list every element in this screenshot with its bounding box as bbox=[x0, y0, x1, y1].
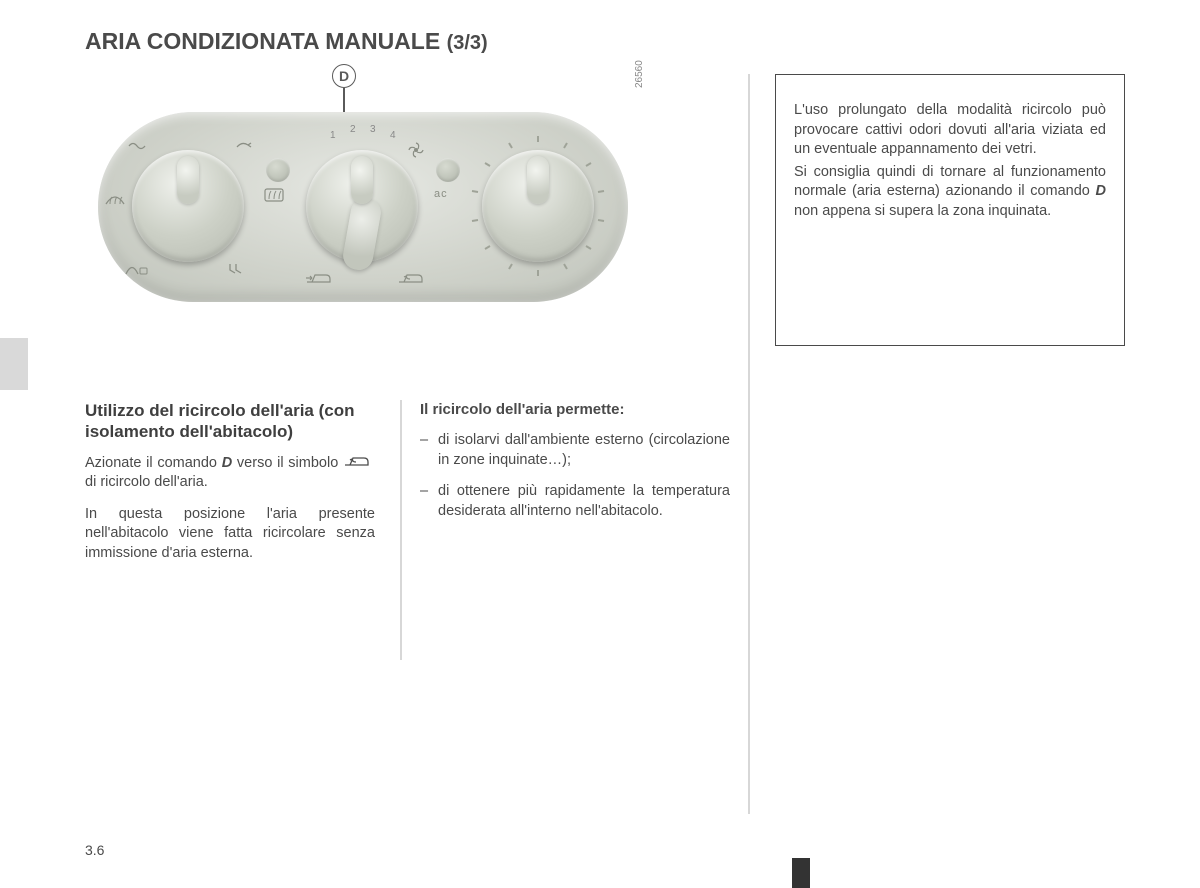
box-p1: L'uso prolungato della modalità ricircol… bbox=[794, 101, 1106, 160]
callout-d: D bbox=[332, 64, 356, 118]
page-title: ARIA CONDIZIONATA MANUALE (3/3) bbox=[85, 28, 488, 55]
recirculation-icon bbox=[398, 270, 424, 287]
column-2: Il ricircolo dell'aria permette: di isol… bbox=[420, 400, 730, 534]
fresh-air-icon bbox=[306, 270, 332, 287]
temp-dial-ticks bbox=[468, 136, 608, 276]
col2-li1: di isolarvi dall'ambiente esterno (circo… bbox=[420, 431, 730, 470]
ac-label: ac bbox=[434, 188, 448, 200]
col1-p2: In questa posizione l'aria presente nell… bbox=[85, 505, 375, 564]
fan-tick-2: 2 bbox=[350, 124, 356, 135]
col1-p1: Azionate il comando D verso il simbolo d… bbox=[85, 453, 375, 493]
col2-list: di isolarvi dall'ambiente esterno (circo… bbox=[420, 431, 730, 521]
title-main: ARIA CONDIZIONATA MANUALE bbox=[85, 28, 447, 54]
indicator-led-left bbox=[266, 158, 290, 182]
fan-tick-4: 4 bbox=[390, 130, 396, 141]
airflow-face-feet-icon bbox=[128, 140, 146, 155]
air-distribution-knob bbox=[132, 150, 244, 262]
airflow-feet-icon bbox=[228, 262, 246, 277]
title-sub: (3/3) bbox=[447, 32, 488, 54]
col1-p1c: verso il simbolo bbox=[232, 455, 343, 471]
fan-icon bbox=[408, 142, 424, 161]
column-separator-2 bbox=[748, 74, 750, 814]
col1-p1d: di ricircolo dell'aria. bbox=[85, 474, 208, 490]
col2-li2: di ottenere più rapidamente la temperatu… bbox=[420, 482, 730, 521]
col1-p1a: Azionate il comando bbox=[85, 455, 222, 471]
fan-tick-1: 1 bbox=[330, 130, 336, 141]
box-p2c: non appena si supera la zona inquinata. bbox=[794, 203, 1051, 219]
callout-d-label: D bbox=[332, 64, 356, 88]
box-p2: Si consiglia quindi di tornare al funzio… bbox=[794, 163, 1106, 222]
recirc-inline-icon bbox=[343, 453, 371, 474]
box-p2a: Si consiglia quindi di tornare al funzio… bbox=[794, 164, 1106, 200]
indicator-led-right bbox=[436, 158, 460, 182]
defrost-all-icon bbox=[124, 262, 148, 279]
col2-heading: Il ricircolo dell'aria permette: bbox=[420, 400, 730, 420]
figure-ref: 26560 bbox=[634, 60, 645, 88]
defrost-windshield-icon bbox=[104, 192, 126, 209]
page-number: 3.6 bbox=[85, 842, 104, 858]
fan-speed-knob bbox=[306, 150, 418, 262]
info-box: L'uso prolungato della modalità ricircol… bbox=[775, 74, 1125, 346]
col1-heading: Utilizzo del ricircolo dell'aria (con is… bbox=[85, 400, 375, 443]
col1-p1b: D bbox=[222, 455, 232, 471]
corner-mark bbox=[792, 858, 810, 888]
airflow-face-icon bbox=[236, 140, 252, 155]
hvac-panel: 1 2 3 4 ac bbox=[98, 112, 628, 302]
rear-defrost-icon bbox=[264, 188, 284, 205]
fan-tick-3: 3 bbox=[370, 124, 376, 135]
column-1: Utilizzo del ricircolo dell'aria (con is… bbox=[85, 400, 375, 575]
page-tab bbox=[0, 338, 28, 390]
column-separator-1 bbox=[400, 400, 402, 660]
box-p2b: D bbox=[1096, 183, 1106, 199]
